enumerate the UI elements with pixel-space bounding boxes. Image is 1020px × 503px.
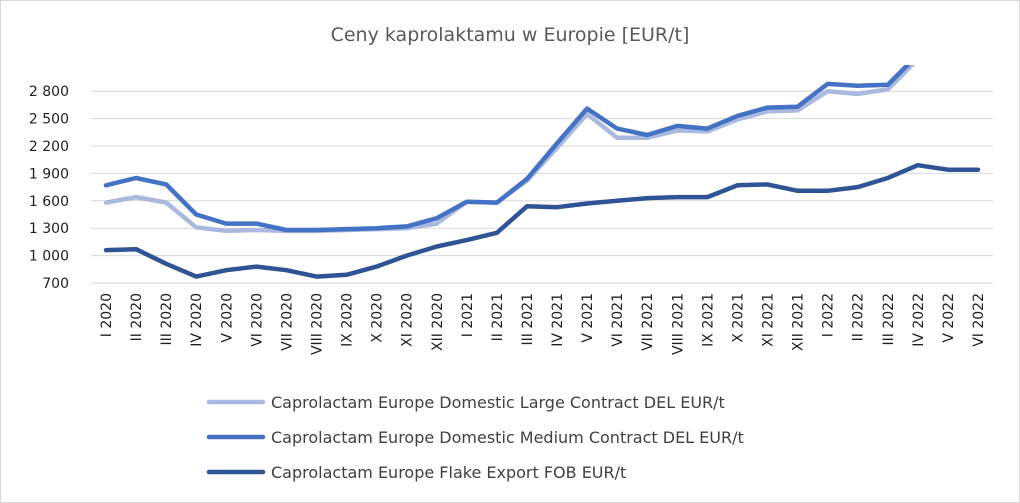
x-tick-label: V 2020 <box>219 293 235 343</box>
y-tick-label: 1 600 <box>29 194 69 210</box>
x-tick-label: VIII 2020 <box>310 293 326 355</box>
y-tick-label: 1 300 <box>29 221 69 237</box>
y-tick-label: 1 900 <box>29 166 69 182</box>
x-tick-label: VII 2021 <box>640 293 656 351</box>
y-tick-label: 700 <box>42 276 69 292</box>
x-tick-label: XII 2020 <box>430 293 446 351</box>
x-tick-label: XI 2021 <box>761 293 777 347</box>
legend: Caprolactam Europe Domestic Large Contra… <box>206 393 744 482</box>
x-tick-label: II 2020 <box>129 293 145 341</box>
y-tick-label: 1 000 <box>29 249 69 265</box>
x-tick-label: III 2022 <box>881 293 897 345</box>
series-lines <box>103 65 981 279</box>
x-tick-label: XI 2020 <box>400 293 416 347</box>
x-tick-label: II 2021 <box>490 293 506 341</box>
x-tick-label: XII 2021 <box>791 293 807 351</box>
x-tick-label: V 2022 <box>941 293 957 343</box>
y-tick-label: 2 200 <box>29 139 69 155</box>
x-tick-label: III 2020 <box>159 293 175 345</box>
x-tick-label: I 2020 <box>99 293 115 337</box>
x-tick-label: IX 2021 <box>700 293 716 347</box>
legend-label: Caprolactam Europe Flake Export FOB EUR/… <box>271 463 626 482</box>
x-tick-label: I 2022 <box>821 293 837 337</box>
series-line-3 <box>103 162 981 279</box>
x-tick-label: III 2021 <box>520 293 536 345</box>
y-axis-ticks: 700 1 000 1 300 1 600 1 900 2 200 2 500 2 800 <box>29 84 69 292</box>
legend-label: Caprolactam Europe Domestic Large Contra… <box>271 393 725 412</box>
series-line-2 <box>103 65 911 233</box>
series-line-1 <box>103 65 916 234</box>
x-tick-label: VIII 2021 <box>670 293 686 355</box>
x-tick-label: VI 2020 <box>249 293 265 347</box>
x-tick-label: X 2021 <box>730 293 746 343</box>
chart-title: Ceny kaprolaktamu w Europie [EUR/t] <box>331 24 690 46</box>
x-tick-label: VII 2020 <box>279 293 295 351</box>
x-tick-label: I 2021 <box>460 293 476 337</box>
y-tick-label: 2 800 <box>29 84 69 100</box>
x-axis-ticks: I 2020 II 2020 III 2020 IV 2020 V 2020 VI 202… <box>99 293 987 355</box>
y-tick-label: 2 500 <box>29 112 69 128</box>
x-tick-label: IV 2020 <box>189 293 205 347</box>
x-tick-label: V 2021 <box>580 293 596 343</box>
x-tick-label: II 2022 <box>851 293 867 341</box>
x-tick-label: X 2020 <box>370 293 386 343</box>
x-tick-label: VI 2022 <box>971 293 987 347</box>
x-tick-label: IV 2022 <box>911 293 927 347</box>
x-tick-label: VI 2021 <box>610 293 626 347</box>
x-tick-label: IV 2021 <box>550 293 566 347</box>
legend-label: Caprolactam Europe Domestic Medium Contr… <box>271 428 744 447</box>
x-tick-label: IX 2020 <box>340 293 356 347</box>
